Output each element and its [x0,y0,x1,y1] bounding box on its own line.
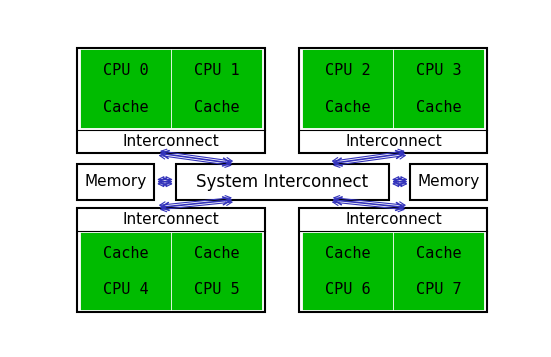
Text: CPU 6: CPU 6 [325,282,371,297]
Text: Interconnect: Interconnect [345,134,442,149]
Bar [83,52,169,126]
Bar [410,164,488,200]
Text: CPU 4: CPU 4 [103,282,149,297]
Bar [305,235,391,308]
Bar [83,52,169,126]
Text: Interconnect: Interconnect [123,212,220,227]
Text: CPU 7: CPU 7 [416,282,462,297]
Text: Cache: Cache [325,246,371,261]
Bar [174,52,260,126]
Bar [176,164,389,200]
Bar [174,235,260,308]
Bar [396,52,482,126]
Text: Cache: Cache [103,100,149,115]
Bar [396,235,482,308]
Bar [305,235,391,308]
Bar [174,52,260,126]
Bar [300,208,488,312]
Text: Cache: Cache [194,100,240,115]
Bar [83,235,169,308]
Bar [305,52,391,126]
Bar [396,52,482,126]
Bar [83,235,169,308]
Text: Cache: Cache [194,246,240,261]
Text: CPU 0: CPU 0 [103,63,149,78]
Text: System Interconnect: System Interconnect [196,173,369,191]
Text: Memory: Memory [85,174,147,189]
Text: Interconnect: Interconnect [345,212,442,227]
Text: Cache: Cache [416,246,462,261]
Bar [77,164,154,200]
Text: Cache: Cache [416,100,462,115]
Text: CPU 3: CPU 3 [416,63,462,78]
Bar [174,235,260,308]
Text: Interconnect: Interconnect [123,134,220,149]
Text: CPU 1: CPU 1 [194,63,240,78]
Bar [396,235,482,308]
Text: Memory: Memory [418,174,480,189]
Bar [77,48,266,153]
Text: Cache: Cache [325,100,371,115]
Text: CPU 5: CPU 5 [194,282,240,297]
Bar [77,208,266,312]
Text: Cache: Cache [103,246,149,261]
Bar [305,52,391,126]
Text: CPU 2: CPU 2 [325,63,371,78]
Bar [300,48,488,153]
